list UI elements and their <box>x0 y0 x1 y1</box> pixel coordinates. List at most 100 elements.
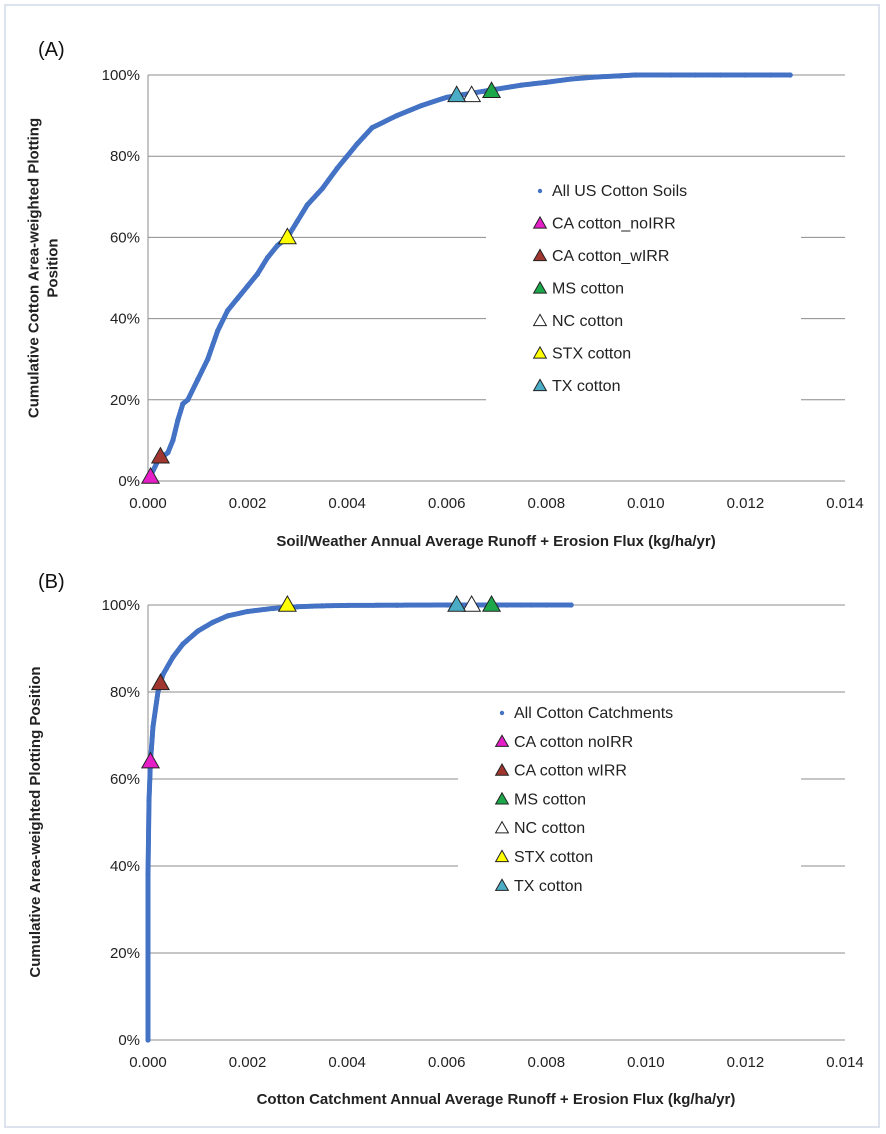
data-point <box>244 608 251 615</box>
data-point <box>568 76 574 82</box>
data-point <box>717 72 724 78</box>
legend: All US Cotton Soils CA cotton_noIRR CA cot… <box>532 183 687 395</box>
data-point <box>544 603 549 607</box>
legend-triangle-icon <box>532 378 548 392</box>
legend-label: All Cotton Catchments <box>514 705 673 722</box>
y-tick-label: 40% <box>110 311 140 328</box>
x-tick-label: 0.014 <box>826 495 864 512</box>
data-point <box>170 654 176 660</box>
y-tick-label: 0% <box>118 473 140 490</box>
data-point <box>319 603 325 609</box>
data-point <box>225 307 231 314</box>
legend-label: STX cotton <box>552 346 631 363</box>
y-tick-label: 20% <box>110 392 140 409</box>
data-point <box>668 72 674 78</box>
legend-triangle-icon <box>494 791 510 805</box>
data-point <box>274 242 281 249</box>
x-tick-label: 0.010 <box>627 1054 665 1071</box>
legend-label: MS cotton <box>552 281 624 298</box>
x-tick-label: 0.008 <box>528 1054 566 1071</box>
series-all-curve <box>145 602 574 1043</box>
data-point <box>170 437 176 443</box>
data-point <box>394 113 400 119</box>
legend-triangle-icon <box>532 345 548 359</box>
x-axis-title: Cotton Catchment Annual Average Runoff +… <box>257 1091 736 1108</box>
legend-triangle-icon <box>494 820 510 834</box>
marker-ms-cotton <box>481 594 502 612</box>
legend-triangle-icon <box>494 762 510 776</box>
data-point <box>269 605 276 612</box>
marker-stx-cotton <box>277 594 297 612</box>
data-point <box>195 628 201 634</box>
data-point <box>653 73 658 77</box>
data-point <box>225 613 231 619</box>
series-all-curve <box>145 72 793 484</box>
data-point <box>509 603 514 607</box>
marker-nc-cotton <box>462 85 482 103</box>
y-tick-label: 60% <box>110 771 140 788</box>
data-point <box>195 376 201 383</box>
x-tick-label: 0.004 <box>328 1054 366 1071</box>
x-tick-label: 0.000 <box>129 1054 167 1071</box>
y-tick-label: 80% <box>110 684 140 701</box>
y-tick-label: 60% <box>110 229 140 246</box>
data-point <box>145 1037 151 1043</box>
legend-label: CA cotton_noIRR <box>552 216 676 233</box>
data-point <box>344 153 350 159</box>
data-point <box>210 619 216 626</box>
data-point <box>334 165 340 171</box>
legend-triangle-icon <box>532 280 548 294</box>
x-axis-title: Soil/Weather Annual Average Runoff + Ero… <box>276 533 715 550</box>
marker-tx-cotton <box>447 85 467 103</box>
y-tick-label: 100% <box>102 597 140 614</box>
data-point <box>254 271 261 277</box>
x-tick-label: 0.014 <box>826 1054 864 1071</box>
x-tick-label: 0.008 <box>528 495 566 512</box>
legend-label: CA cotton_wIRR <box>552 248 669 265</box>
x-tick-label: 0.010 <box>627 495 665 512</box>
data-point <box>344 602 350 609</box>
legend-triangle-icon <box>532 215 548 229</box>
data-point <box>503 602 510 608</box>
data-point <box>743 73 748 77</box>
data-point <box>618 73 624 79</box>
legend: All Cotton Catchments CA cotton noIRR CA c… <box>494 705 673 895</box>
data-point <box>633 72 639 78</box>
legend-label: All US Cotton Soils <box>552 183 687 200</box>
panel-label: (A) <box>38 39 65 61</box>
data-point <box>146 798 152 804</box>
chart-panel-b: (B) 0% 20% 40% 60% 80% 100% 0.000 0.002 0.004 0.00… <box>27 571 864 1108</box>
data-point <box>683 73 688 77</box>
data-point <box>294 604 300 610</box>
legend-label: TX cotton <box>552 378 620 395</box>
data-point <box>235 295 241 301</box>
data-point <box>185 397 191 403</box>
data-point <box>768 73 773 77</box>
data-point <box>294 218 300 224</box>
data-point <box>543 79 549 85</box>
x-tick-label: 0.006 <box>428 1054 466 1071</box>
legend-label: NC cotton <box>514 820 585 837</box>
marker-nc-cotton <box>462 594 482 612</box>
legend-triangle-icon <box>532 248 548 262</box>
data-point <box>788 73 793 77</box>
data-point <box>693 72 699 78</box>
chart-panel-a: (A) 0% 20% 40% 60% 80% 100% 0.000 0.002 0.004 0.00… <box>26 39 864 550</box>
data-point <box>244 283 251 289</box>
legend-label: CA cotton wIRR <box>514 763 627 780</box>
legend-triangle-icon <box>494 734 510 747</box>
y-tick-label: 0% <box>118 1032 140 1049</box>
data-point <box>369 125 375 131</box>
x-tick-label: 0.004 <box>328 495 366 512</box>
data-point <box>319 186 325 192</box>
data-point <box>444 602 450 608</box>
data-point <box>145 872 151 878</box>
x-tick-label: 0.000 <box>129 495 167 512</box>
legend-triangle-icon <box>532 313 548 327</box>
data-point <box>175 417 181 423</box>
marker-ca-cotton-noirr <box>140 751 161 769</box>
legend-label: STX cotton <box>514 849 593 866</box>
data-point <box>150 724 156 730</box>
